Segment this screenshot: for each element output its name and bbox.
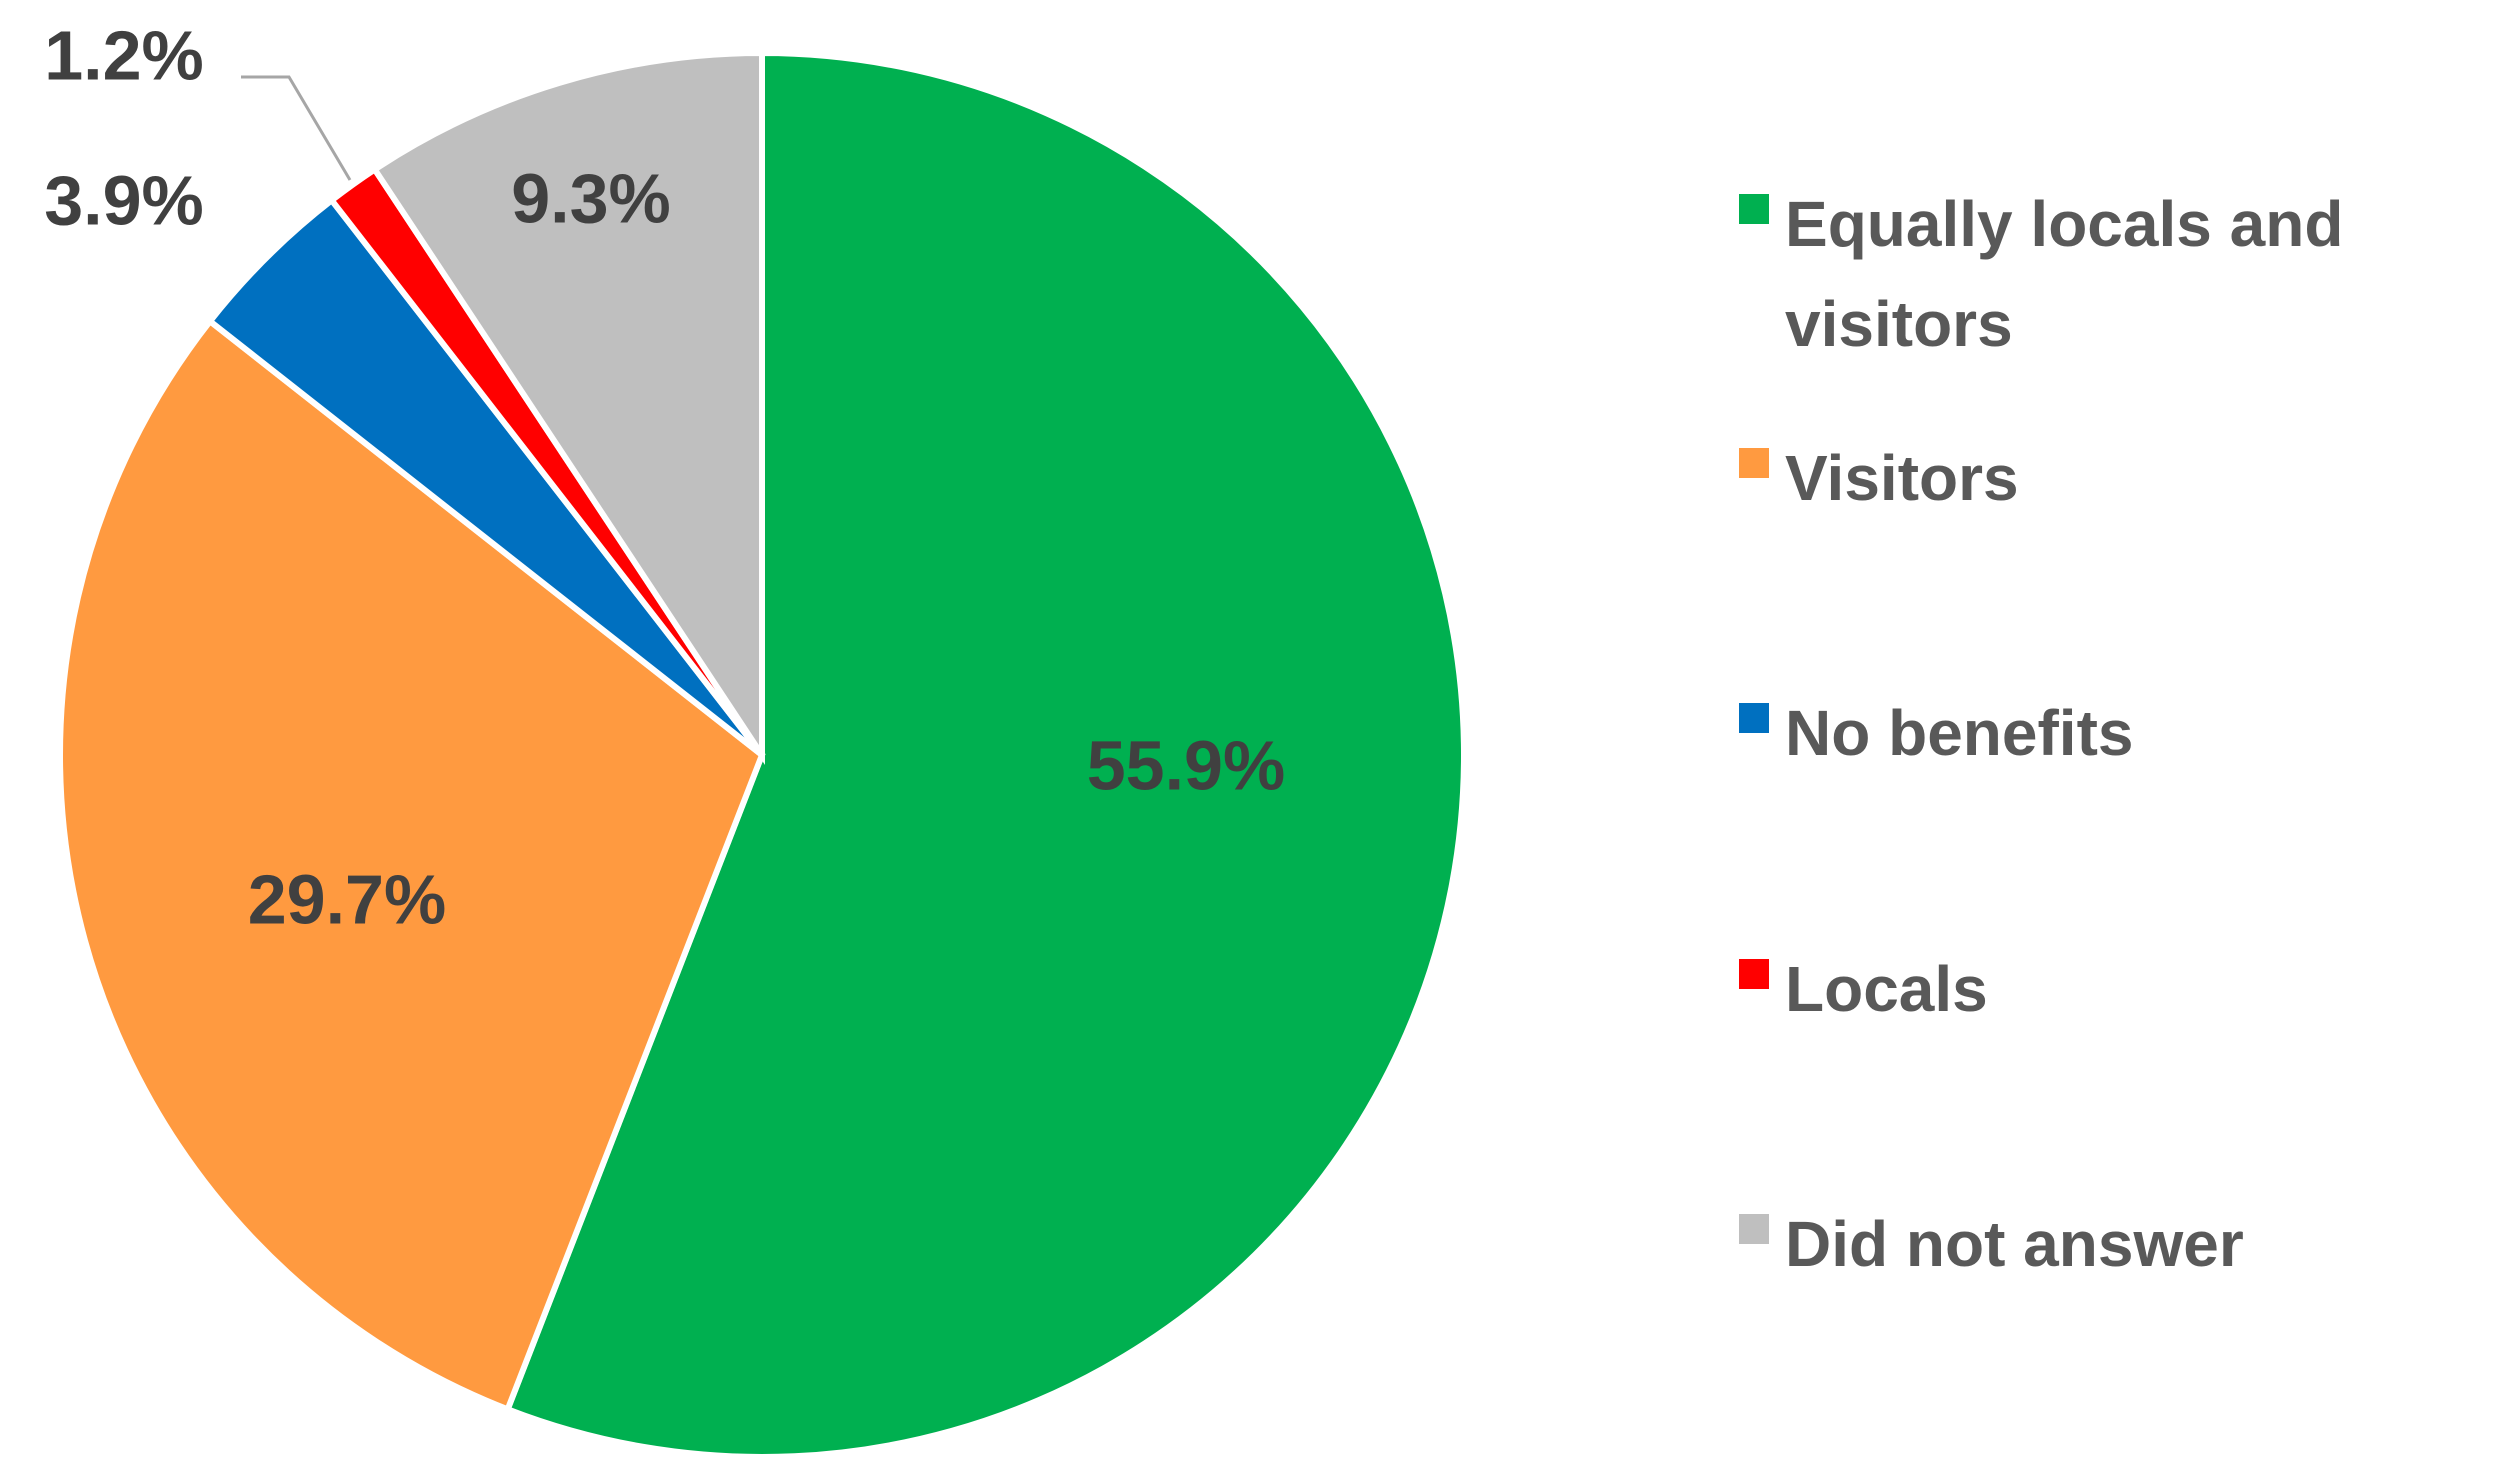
legend-label: No benefits [1785,697,2134,769]
legend-item: No benefits [1739,683,2505,783]
legend-label: Visitors [1785,442,2019,514]
data-label: 55.9% [1087,726,1285,804]
legend-item: Did not answer [1739,1194,2505,1294]
legend-label: Did not answer [1785,1208,2244,1280]
legend-item: Locals [1739,939,2505,1039]
legend-label: Equally locals and visitors [1785,188,2344,360]
data-label: 1.2% [44,16,204,94]
pie-slice [503,49,1468,1460]
legend-item: Equally locals and visitors [1739,174,2505,374]
legend-swatch [1739,959,1769,989]
legend-label: Locals [1785,953,1988,1025]
legend-item: Visitors [1739,428,2505,528]
legend-swatch [1739,194,1769,224]
leader-line [241,75,352,181]
legend-swatch [1739,448,1769,478]
data-label: 29.7% [248,860,446,938]
legend-swatch [1739,1214,1769,1244]
data-label: 9.3% [511,159,671,237]
pie-slice [57,317,766,1414]
pie-slice [370,49,765,765]
data-label: 3.9% [44,161,204,239]
legend-swatch [1739,703,1769,733]
